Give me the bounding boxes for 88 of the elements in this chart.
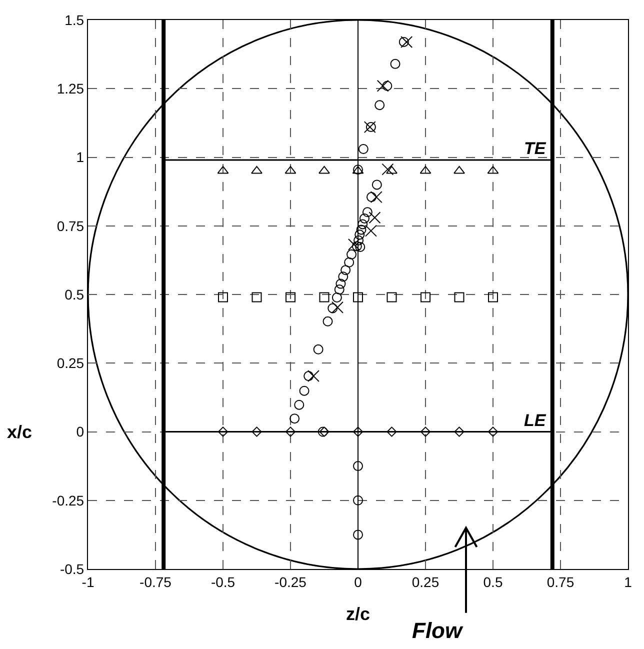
point bbox=[332, 292, 342, 303]
point bbox=[352, 241, 362, 252]
point bbox=[348, 238, 360, 251]
point bbox=[386, 426, 397, 437]
point bbox=[252, 292, 262, 302]
point bbox=[340, 265, 351, 276]
y-tick-label: 1 bbox=[76, 149, 84, 166]
point bbox=[400, 36, 413, 48]
point bbox=[353, 495, 363, 506]
point bbox=[372, 180, 382, 190]
point bbox=[318, 166, 330, 174]
y-tick-label: 1.25 bbox=[56, 80, 84, 97]
point bbox=[487, 166, 499, 174]
point bbox=[454, 292, 464, 302]
y-tick-label: 0 bbox=[76, 424, 84, 440]
x-tick-label: -0.75 bbox=[140, 574, 172, 590]
point bbox=[346, 249, 357, 260]
x-tick-label: 0.75 bbox=[546, 574, 574, 590]
point bbox=[313, 344, 324, 354]
point bbox=[364, 224, 377, 237]
point bbox=[353, 530, 363, 540]
point bbox=[218, 426, 228, 437]
point bbox=[353, 461, 363, 472]
point bbox=[370, 191, 382, 204]
y-tick-label: 0.5 bbox=[64, 286, 84, 302]
x-tick-label: -1 bbox=[82, 574, 94, 590]
point bbox=[322, 316, 333, 326]
point bbox=[354, 230, 365, 240]
point bbox=[353, 292, 363, 302]
point bbox=[344, 257, 354, 268]
point bbox=[386, 292, 397, 302]
point bbox=[217, 166, 229, 174]
point bbox=[374, 100, 385, 110]
point bbox=[359, 213, 370, 224]
point bbox=[304, 371, 314, 382]
point bbox=[252, 426, 262, 437]
point bbox=[454, 426, 464, 437]
point bbox=[454, 166, 465, 174]
point bbox=[488, 292, 498, 302]
point bbox=[386, 166, 398, 174]
point bbox=[355, 242, 366, 252]
annotation: LE bbox=[524, 411, 546, 430]
point bbox=[420, 166, 432, 174]
point bbox=[336, 278, 346, 289]
point bbox=[307, 370, 320, 382]
point bbox=[488, 426, 498, 437]
point bbox=[286, 292, 296, 302]
point bbox=[356, 224, 366, 235]
y-tick-label: -0.25 bbox=[52, 492, 84, 508]
point bbox=[362, 207, 372, 218]
point bbox=[218, 292, 228, 302]
point bbox=[284, 166, 296, 174]
point bbox=[334, 284, 344, 295]
point bbox=[328, 303, 338, 314]
y-tick-label: -0.5 bbox=[60, 560, 84, 577]
point bbox=[354, 235, 364, 246]
x-tick-label: -0.5 bbox=[210, 574, 236, 590]
y-tick-label: 0.75 bbox=[56, 218, 84, 234]
point bbox=[368, 212, 381, 224]
point bbox=[299, 386, 310, 396]
x-tick-label: 1 bbox=[624, 574, 632, 590]
point bbox=[390, 58, 400, 69]
point bbox=[376, 80, 389, 92]
point bbox=[358, 219, 368, 230]
point bbox=[358, 144, 368, 154]
y-axis-title: x/c bbox=[7, 422, 32, 442]
x-tick-label: 0.5 bbox=[483, 574, 503, 590]
point bbox=[294, 400, 304, 410]
y-tick-label: 0.25 bbox=[56, 355, 84, 372]
point bbox=[382, 163, 394, 176]
point bbox=[285, 426, 296, 437]
x-tick-label: -0.25 bbox=[274, 574, 307, 590]
point bbox=[398, 36, 409, 47]
point bbox=[338, 272, 348, 282]
annotation: TE bbox=[524, 139, 546, 158]
point bbox=[251, 166, 262, 174]
point bbox=[290, 414, 300, 424]
point bbox=[366, 192, 376, 202]
point bbox=[331, 301, 344, 314]
text: Flow bbox=[412, 618, 464, 643]
point bbox=[319, 292, 330, 302]
x-tick-label: 0.25 bbox=[412, 574, 440, 590]
x-tick-label: 0 bbox=[354, 574, 362, 590]
x-axis-title: z/c bbox=[346, 604, 370, 624]
point bbox=[420, 292, 430, 302]
point bbox=[382, 80, 392, 91]
point bbox=[420, 426, 431, 437]
y-tick-label: 1.5 bbox=[64, 12, 84, 28]
